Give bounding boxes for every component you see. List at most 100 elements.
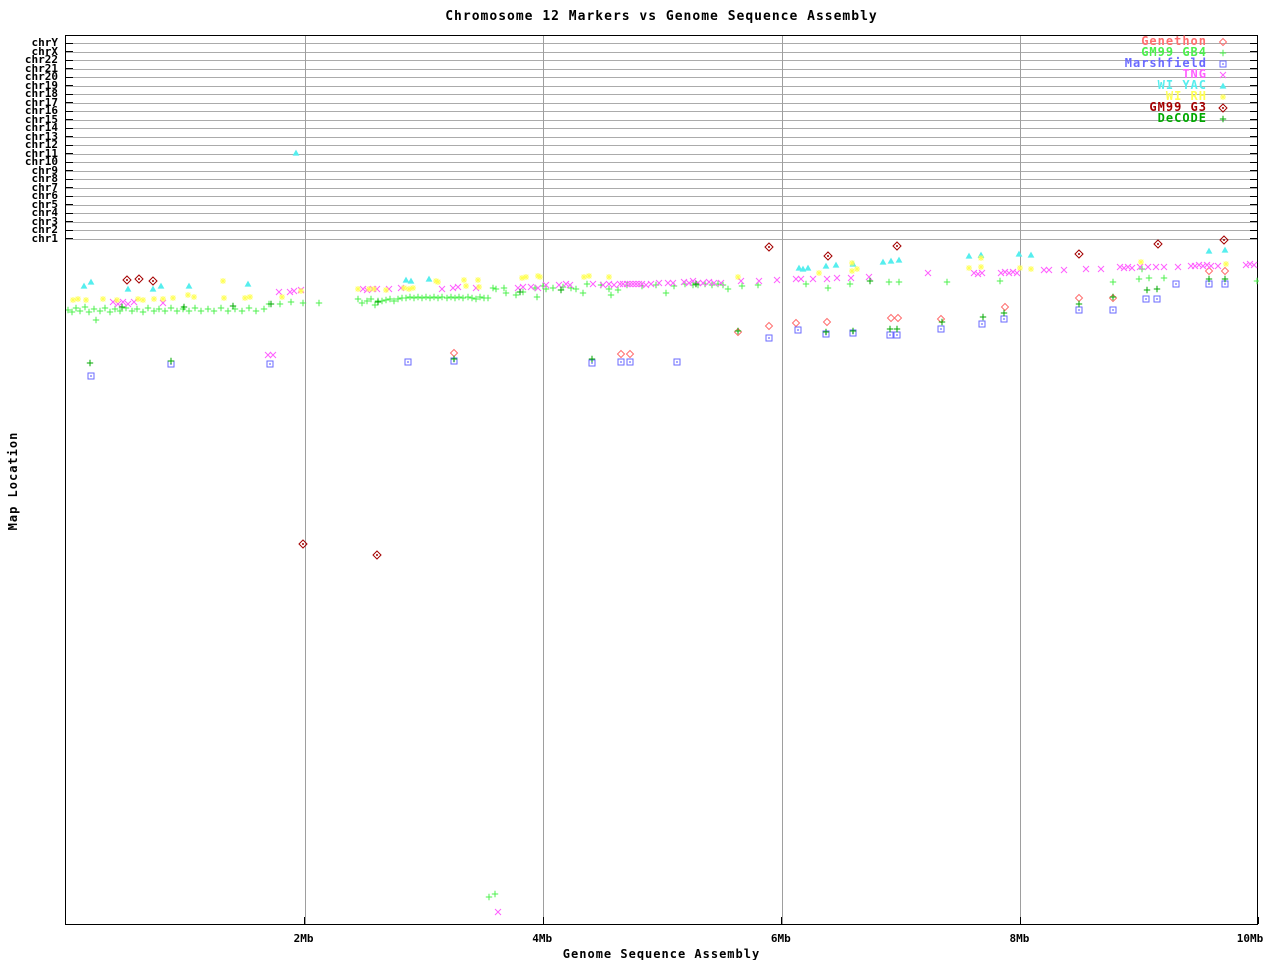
data-point-marker xyxy=(533,293,541,301)
data-point-marker xyxy=(886,331,894,339)
data-point-marker xyxy=(134,274,144,284)
data-point-marker xyxy=(1045,266,1053,274)
gridline-h xyxy=(66,85,1257,87)
data-point-marker xyxy=(494,908,502,916)
axis-tick-right xyxy=(1250,170,1257,172)
gridline-v xyxy=(781,36,783,924)
data-point-marker xyxy=(669,279,677,287)
data-point-marker xyxy=(267,300,275,308)
legend-marker-icon xyxy=(1219,82,1227,89)
data-point-marker xyxy=(978,269,986,277)
data-point-marker xyxy=(425,275,433,282)
data-point-marker xyxy=(534,284,542,292)
data-point-marker xyxy=(155,305,163,313)
axis-tick-left xyxy=(66,76,73,78)
data-point-marker xyxy=(472,295,480,303)
data-point-marker xyxy=(586,273,592,279)
data-point-marker xyxy=(974,270,982,278)
data-point-marker xyxy=(85,308,93,316)
data-point-marker xyxy=(1136,263,1144,271)
data-point-marker xyxy=(607,291,615,299)
gridline-v xyxy=(304,36,306,924)
data-point-marker xyxy=(1001,268,1009,276)
data-point-marker xyxy=(893,325,901,333)
data-point-marker xyxy=(1028,266,1034,272)
axis-tick-left xyxy=(66,161,73,163)
axis-tick-left xyxy=(66,178,73,180)
gridline-h xyxy=(66,204,1257,206)
data-point-marker xyxy=(1144,263,1152,271)
gridline-h xyxy=(66,170,1257,172)
axis-tick-left xyxy=(66,204,73,206)
data-point-marker xyxy=(287,298,295,306)
data-point-marker xyxy=(1203,261,1211,269)
data-point-marker xyxy=(689,277,697,285)
data-point-marker xyxy=(298,288,304,294)
y-tick-label: chr1 xyxy=(31,231,59,245)
data-point-marker xyxy=(242,295,248,301)
data-point-marker xyxy=(161,307,169,315)
data-point-marker xyxy=(238,307,246,315)
data-point-marker xyxy=(167,357,175,365)
data-point-marker xyxy=(886,313,896,323)
axis-tick-left xyxy=(66,59,73,61)
data-point-marker xyxy=(824,284,832,292)
axis-tick-right xyxy=(1250,85,1257,87)
data-point-marker xyxy=(180,303,188,311)
data-point-marker xyxy=(965,252,973,259)
data-point-marker xyxy=(135,296,141,302)
legend-label: GM99 GB4 xyxy=(1141,45,1207,59)
data-point-marker xyxy=(1191,262,1199,270)
data-point-marker xyxy=(119,298,127,306)
data-point-marker xyxy=(476,293,484,301)
data-point-marker xyxy=(269,351,277,359)
y-tick-label: chr3 xyxy=(31,214,59,228)
legend-label: Marshfield xyxy=(1124,56,1207,70)
y-axis-label: Map Location xyxy=(6,431,20,531)
data-point-marker xyxy=(635,280,643,288)
axis-tick-right xyxy=(1250,161,1257,163)
axis-tick-left xyxy=(66,187,73,189)
x-axis-label: Genome Sequence Assembly xyxy=(562,947,761,960)
data-point-marker xyxy=(1138,259,1144,265)
legend-label: Genethon xyxy=(1141,34,1207,48)
data-point-marker xyxy=(938,318,946,326)
data-point-marker xyxy=(734,327,742,335)
data-point-marker xyxy=(407,277,415,284)
data-point-marker xyxy=(1246,260,1254,268)
data-point-marker xyxy=(461,277,467,283)
data-point-marker xyxy=(583,280,591,288)
data-point-marker xyxy=(655,279,663,287)
data-point-marker xyxy=(491,890,499,898)
data-point-marker xyxy=(1205,280,1213,288)
chart-title: Chromosome 12 Markers vs Genome Sequence… xyxy=(445,9,878,24)
data-point-marker xyxy=(435,279,441,285)
data-point-marker xyxy=(535,273,541,279)
legend-entry: GM99 G3 xyxy=(1125,101,1239,113)
axis-tick-left xyxy=(66,170,73,172)
gridline-h xyxy=(66,128,1257,130)
data-point-marker xyxy=(476,284,482,290)
legend-marker-icon xyxy=(1218,103,1228,113)
data-point-marker xyxy=(1153,239,1163,249)
data-point-marker xyxy=(1207,262,1215,270)
legend-entry: WI RH xyxy=(1125,90,1239,102)
data-point-marker xyxy=(1027,251,1035,258)
data-point-marker xyxy=(1120,264,1128,272)
axis-tick-bottom xyxy=(304,917,306,924)
data-point-marker xyxy=(144,304,152,312)
data-point-marker xyxy=(1015,250,1023,257)
gridline-h xyxy=(66,187,1257,189)
data-point-marker xyxy=(1220,94,1226,100)
data-point-marker xyxy=(1074,249,1084,259)
data-point-marker xyxy=(130,298,138,306)
data-point-marker xyxy=(1128,264,1136,272)
axis-tick-right xyxy=(1250,136,1257,138)
data-point-marker xyxy=(579,289,587,297)
data-point-marker xyxy=(372,550,382,560)
gridline-h xyxy=(66,196,1257,198)
data-point-marker xyxy=(610,281,618,289)
data-point-marker xyxy=(1195,261,1203,269)
data-point-marker xyxy=(210,307,218,315)
data-point-marker xyxy=(799,265,807,272)
